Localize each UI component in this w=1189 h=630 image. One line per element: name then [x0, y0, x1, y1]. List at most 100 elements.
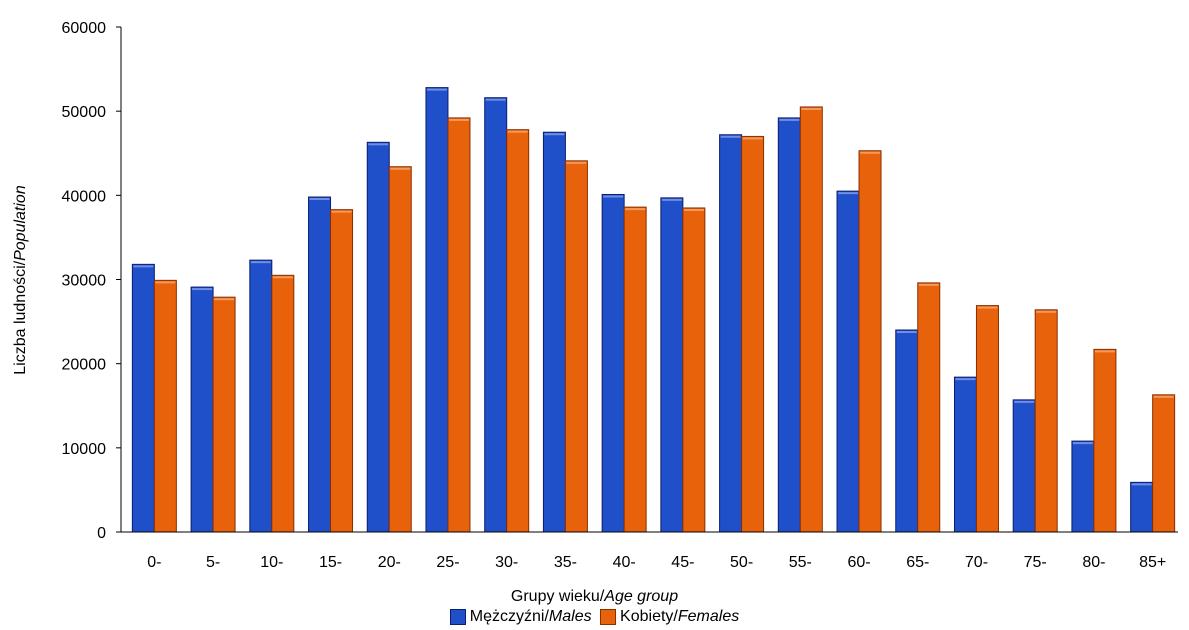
bar-highlight-females-17 [1153, 395, 1174, 398]
bar-highlight-females-5 [448, 118, 469, 121]
bar-highlight-males-7 [544, 133, 565, 136]
bar-highlight-females-6 [507, 130, 528, 133]
bar-highlight-males-4 [368, 143, 389, 146]
legend-item-females: Kobiety/Females [600, 608, 739, 626]
bar-males-15 [1012, 399, 1036, 533]
axes-group: 0- 5- 10- 15- 20- 25- 30- 35- 40- 45- 50- 55- 60- 65-… [62, 20, 1178, 571]
bar-females-12 [858, 150, 882, 533]
bar-females-5 [447, 117, 471, 533]
bar-males-9 [660, 197, 684, 533]
y-axis-title: Liczba ludności/Population [12, 185, 29, 375]
bar-highlight-males-6 [485, 98, 506, 101]
bar-males-10 [719, 134, 743, 533]
x-tick-label: 0- [147, 554, 161, 571]
bar-males-1 [190, 286, 214, 533]
bar-highlight-males-1 [192, 288, 213, 291]
bar-males-12 [836, 190, 860, 533]
bar-highlight-males-13 [896, 331, 917, 333]
legend-swatch-females [600, 609, 617, 625]
bar-females-10 [741, 135, 765, 533]
bar-females-2 [271, 274, 295, 533]
x-tick-label: 20- [378, 554, 401, 571]
bar-males-3 [308, 196, 332, 533]
bar-highlight-males-0 [133, 265, 154, 268]
bar-males-11 [777, 117, 801, 533]
y-tick-label: 50000 [62, 104, 107, 121]
bar-highlight-females-11 [801, 107, 822, 110]
bar-highlight-females-15 [1036, 310, 1057, 313]
bar-males-5 [425, 87, 449, 533]
y-tick-label: 40000 [62, 188, 107, 205]
bar-highlight-females-9 [683, 208, 704, 211]
x-tick-label: 10- [260, 554, 283, 571]
bar-highlight-males-14 [955, 378, 976, 381]
x-tick-label: 75- [1024, 554, 1047, 571]
bar-males-13 [895, 329, 919, 533]
bar-females-3 [330, 209, 354, 533]
x-tick-label: 85+ [1139, 554, 1166, 571]
bar-highlight-males-16 [1072, 442, 1093, 445]
x-tick-label: 15- [319, 554, 342, 571]
bar-highlight-females-0 [155, 281, 176, 284]
bar-highlight-males-11 [779, 118, 800, 121]
x-tick-label: 30- [495, 554, 518, 571]
y-tick-label: 60000 [62, 20, 107, 37]
bar-highlight-females-14 [977, 306, 998, 309]
bar-males-8 [601, 193, 625, 533]
x-tick-label: 65- [906, 554, 929, 571]
bar-highlight-males-15 [1014, 400, 1035, 403]
bar-females-9 [682, 207, 706, 533]
x-tick-label: 40- [613, 554, 636, 571]
bar-males-6 [484, 97, 508, 533]
x-tick-label: 50- [730, 554, 753, 571]
y-tick-label: 20000 [62, 357, 107, 374]
bar-highlight-females-10 [742, 137, 763, 140]
bar-females-7 [564, 160, 588, 533]
x-tick-label: 70- [965, 554, 988, 571]
legend-item-males: Mężczyźni/Males [449, 608, 592, 626]
bar-highlight-females-8 [625, 208, 646, 211]
bar-highlight-females-3 [331, 210, 352, 213]
bar-highlight-females-7 [566, 161, 587, 164]
bar-males-2 [249, 259, 273, 533]
legend-swatch-males [449, 609, 466, 625]
x-axis-title: Grupy wieku/Age group [510, 588, 679, 605]
bar-females-1 [212, 296, 236, 533]
bar-females-13 [917, 282, 941, 533]
bar-highlight-males-3 [309, 198, 330, 201]
bar-females-11 [799, 106, 823, 533]
legend: Mężczyźni/Males Kobiety/Females [0, 608, 1189, 630]
y-tick-label: 10000 [62, 441, 107, 458]
bar-highlight-males-5 [426, 88, 447, 91]
x-tick-label: 80- [1082, 554, 1105, 571]
bar-females-16 [1093, 348, 1117, 533]
x-tick-label: 25- [436, 554, 459, 571]
bar-females-4 [388, 166, 412, 533]
x-tick-label: 60- [847, 554, 870, 571]
bars-group [131, 87, 1176, 533]
bar-females-17 [1152, 394, 1176, 533]
bar-highlight-males-9 [661, 198, 682, 201]
bar-highlight-females-12 [860, 151, 881, 154]
x-tick-label: 55- [789, 554, 812, 571]
bar-highlight-males-2 [250, 261, 271, 264]
bar-highlight-females-4 [390, 167, 411, 170]
bar-females-0 [153, 279, 177, 533]
bar-females-6 [506, 129, 530, 533]
bar-females-14 [975, 305, 999, 533]
x-tick-label: 35- [554, 554, 577, 571]
bar-females-8 [623, 206, 647, 533]
y-tick-label: 30000 [62, 273, 107, 290]
x-tick-label: 45- [671, 554, 694, 571]
bar-highlight-females-13 [918, 283, 939, 286]
y-tick-label: 0 [97, 525, 106, 542]
bar-highlight-females-16 [1094, 350, 1115, 353]
bar-males-14 [953, 376, 977, 533]
bar-highlight-males-12 [838, 192, 859, 195]
bar-males-4 [366, 141, 390, 533]
bar-highlight-males-17 [1131, 483, 1152, 486]
bar-females-15 [1034, 309, 1058, 533]
bar-highlight-males-10 [720, 135, 741, 138]
bar-highlight-females-1 [214, 298, 235, 301]
